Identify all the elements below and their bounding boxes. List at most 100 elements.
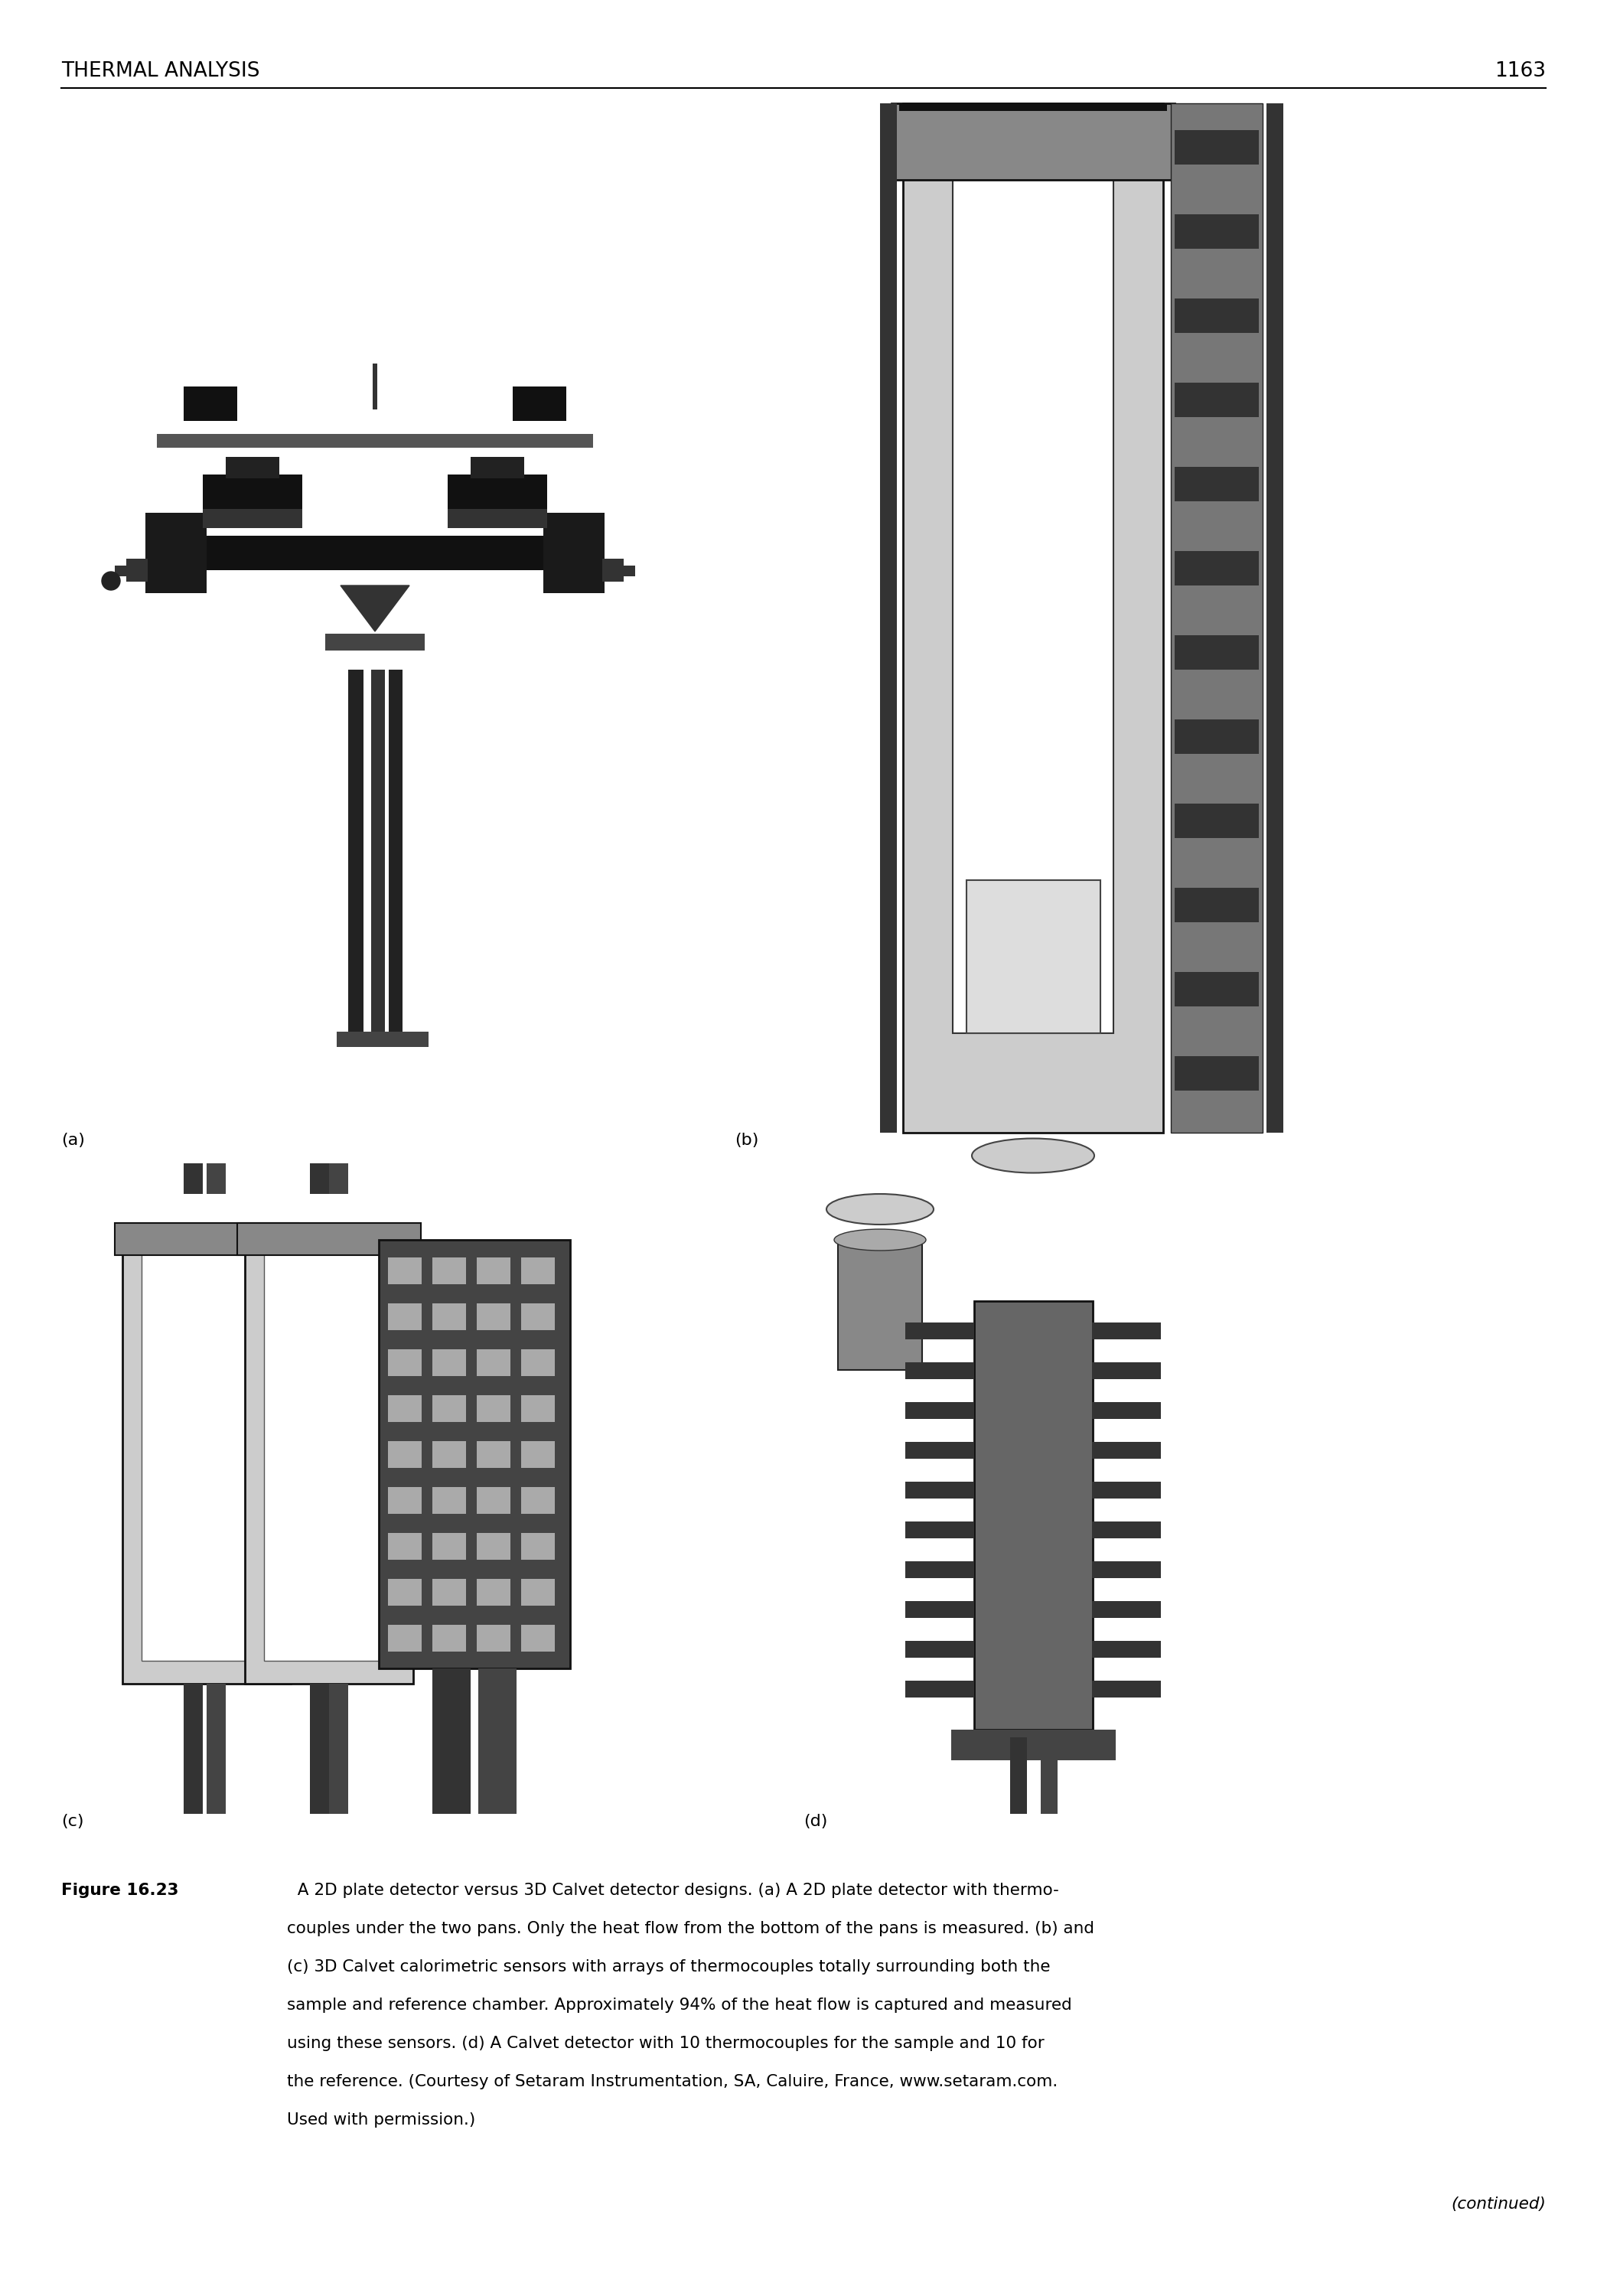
Bar bbox=[310, 1164, 329, 1194]
Text: (b): (b) bbox=[734, 1132, 759, 1148]
Bar bbox=[432, 1488, 466, 1513]
Bar bbox=[477, 1626, 511, 1651]
Bar bbox=[183, 1683, 202, 1814]
Bar bbox=[1175, 889, 1258, 923]
Bar bbox=[477, 1580, 511, 1605]
Bar bbox=[387, 1396, 421, 1421]
Bar bbox=[1172, 103, 1263, 1132]
Bar bbox=[225, 457, 280, 478]
Bar bbox=[477, 1488, 511, 1513]
Bar bbox=[951, 1729, 1115, 1761]
Bar bbox=[387, 1304, 421, 1329]
Bar bbox=[521, 1534, 554, 1559]
Bar bbox=[329, 1683, 349, 1814]
Bar bbox=[905, 1481, 974, 1499]
Bar bbox=[881, 103, 897, 1132]
Bar bbox=[387, 1534, 421, 1559]
Bar bbox=[521, 1258, 554, 1283]
Bar bbox=[477, 1304, 511, 1329]
Bar bbox=[238, 1224, 421, 1256]
Bar bbox=[379, 1240, 570, 1669]
Bar bbox=[477, 1350, 511, 1375]
Bar bbox=[513, 386, 566, 420]
Text: the reference. (Courtesy of Setaram Instrumentation, SA, Caluire, France, www.se: the reference. (Courtesy of Setaram Inst… bbox=[288, 2073, 1057, 2089]
Bar bbox=[521, 1626, 554, 1651]
Text: (a): (a) bbox=[61, 1132, 85, 1148]
Bar bbox=[1093, 1642, 1160, 1658]
Bar bbox=[432, 1442, 466, 1467]
Bar bbox=[905, 1403, 974, 1419]
Bar bbox=[471, 457, 524, 478]
Bar bbox=[264, 1240, 394, 1660]
Circle shape bbox=[101, 572, 121, 590]
Bar bbox=[114, 565, 146, 576]
Bar bbox=[905, 1362, 974, 1380]
Bar bbox=[603, 565, 635, 576]
Bar bbox=[837, 1240, 922, 1371]
Text: A 2D plate detector versus 3D Calvet detector designs. (a) A 2D plate detector w: A 2D plate detector versus 3D Calvet det… bbox=[288, 1883, 1059, 1899]
Bar bbox=[310, 1683, 329, 1814]
Bar bbox=[114, 1224, 299, 1256]
Bar bbox=[387, 1442, 421, 1467]
Bar bbox=[349, 670, 363, 1033]
Text: (c): (c) bbox=[61, 1814, 84, 1830]
Bar bbox=[1175, 298, 1258, 333]
Bar bbox=[900, 103, 1167, 110]
Text: using these sensors. (d) A Calvet detector with 10 thermocouples for the sample : using these sensors. (d) A Calvet detect… bbox=[288, 2037, 1045, 2050]
Bar bbox=[1175, 214, 1258, 248]
Bar bbox=[329, 1164, 349, 1194]
Bar bbox=[1093, 1362, 1160, 1380]
Bar bbox=[1041, 1738, 1057, 1814]
Bar bbox=[448, 475, 546, 528]
Bar bbox=[1093, 1403, 1160, 1419]
Text: couples under the two pans. Only the heat flow from the bottom of the pans is me: couples under the two pans. Only the hea… bbox=[288, 1922, 1094, 1936]
Bar bbox=[905, 1681, 974, 1697]
Bar bbox=[1266, 103, 1284, 1132]
Bar bbox=[432, 1304, 466, 1329]
Bar bbox=[183, 1164, 202, 1194]
Bar bbox=[953, 177, 1114, 1033]
Bar bbox=[1093, 1481, 1160, 1499]
Bar bbox=[1175, 551, 1258, 585]
Bar bbox=[521, 1304, 554, 1329]
Bar bbox=[903, 103, 1163, 1132]
Bar bbox=[387, 1580, 421, 1605]
Bar bbox=[1175, 971, 1258, 1006]
Bar bbox=[141, 1240, 272, 1660]
Bar bbox=[1093, 1681, 1160, 1697]
Bar bbox=[966, 879, 1101, 1033]
Bar bbox=[1011, 1738, 1027, 1814]
Bar bbox=[477, 1534, 511, 1559]
Text: (d): (d) bbox=[804, 1814, 828, 1830]
Bar bbox=[974, 1302, 1093, 1729]
Bar bbox=[521, 1488, 554, 1513]
Text: THERMAL ANALYSIS: THERMAL ANALYSIS bbox=[61, 62, 260, 80]
Bar bbox=[432, 1396, 466, 1421]
Bar bbox=[183, 386, 238, 420]
Bar bbox=[432, 1534, 466, 1559]
Bar bbox=[1175, 804, 1258, 838]
Bar bbox=[1175, 383, 1258, 418]
Bar bbox=[387, 1350, 421, 1375]
Bar bbox=[387, 1488, 421, 1513]
Bar bbox=[157, 434, 593, 448]
Bar bbox=[161, 535, 590, 569]
Bar bbox=[207, 1683, 225, 1814]
Bar bbox=[387, 1626, 421, 1651]
Bar bbox=[905, 1561, 974, 1577]
Text: Figure 16.23: Figure 16.23 bbox=[61, 1883, 178, 1899]
Bar bbox=[373, 363, 378, 409]
Bar bbox=[337, 1031, 429, 1047]
Bar bbox=[202, 475, 302, 528]
Bar bbox=[905, 1642, 974, 1658]
Text: 1163: 1163 bbox=[1495, 62, 1546, 80]
Bar bbox=[432, 1350, 466, 1375]
Polygon shape bbox=[341, 585, 410, 631]
Bar bbox=[202, 510, 302, 528]
Bar bbox=[122, 1224, 291, 1683]
Bar bbox=[1093, 1600, 1160, 1619]
Ellipse shape bbox=[834, 1228, 926, 1251]
Bar bbox=[1175, 131, 1258, 165]
Text: Used with permission.): Used with permission.) bbox=[288, 2112, 476, 2128]
Bar bbox=[448, 510, 546, 528]
